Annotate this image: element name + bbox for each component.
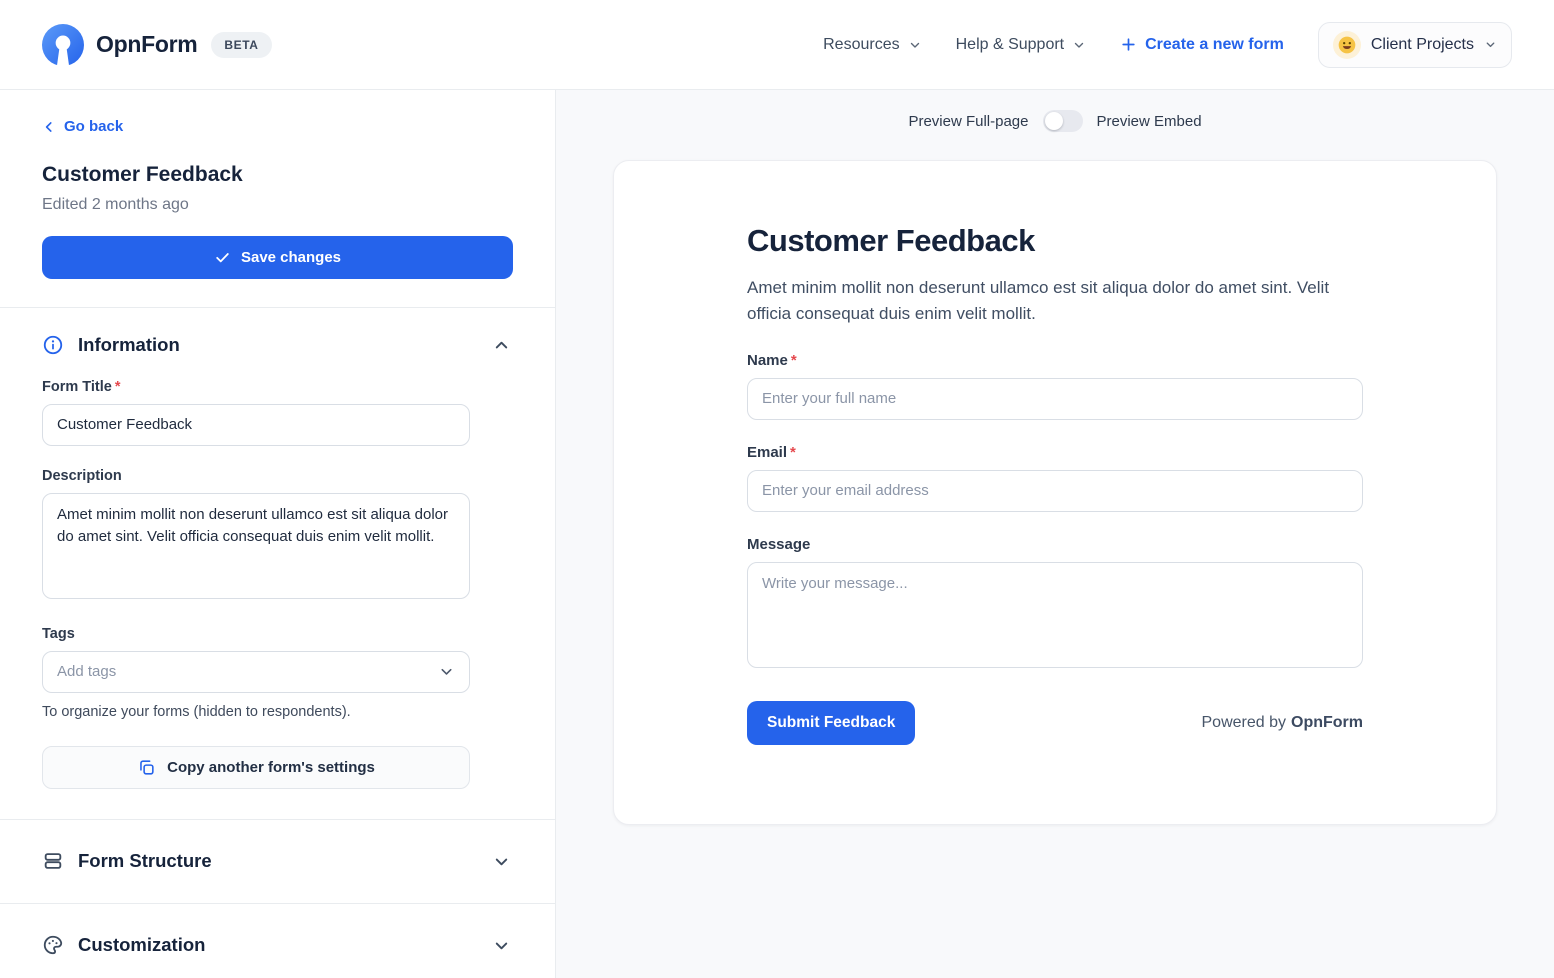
- powered-by-branding: Powered by OpnForm: [1201, 713, 1364, 731]
- preview-mode-row: Preview Full-page Preview Embed: [556, 110, 1554, 132]
- chevron-down-icon: [908, 38, 922, 52]
- name-label: Name *: [747, 351, 797, 369]
- beta-badge: BETA: [211, 31, 272, 58]
- tags-label: Tags: [42, 625, 75, 642]
- email-input[interactable]: [747, 469, 1363, 512]
- help-support-menu[interactable]: Help & Support: [956, 36, 1087, 54]
- brand-group[interactable]: OpnForm BETA: [42, 23, 272, 66]
- opnform-logo-icon: [42, 23, 84, 66]
- divider: [0, 902, 555, 904]
- palette-icon: [42, 934, 64, 956]
- info-icon: [42, 334, 64, 356]
- submit-feedback-button[interactable]: Submit Feedback: [747, 700, 916, 745]
- required-asterisk: *: [790, 443, 796, 461]
- tags-placeholder: Add tags: [57, 663, 117, 680]
- chevron-down-icon: [492, 852, 511, 871]
- plus-icon: [1120, 36, 1137, 53]
- chevron-down-icon: [1484, 38, 1497, 51]
- divider: [0, 306, 555, 308]
- header-nav: Resources Help & Support Create a new fo…: [823, 21, 1512, 68]
- chevron-down-icon: [492, 936, 511, 955]
- resources-menu[interactable]: Resources: [823, 36, 921, 54]
- form-title-input[interactable]: [42, 403, 470, 446]
- name-field: Name *: [747, 352, 1363, 420]
- form-title-field: Form Title *: [42, 379, 513, 446]
- email-field: Email *: [747, 444, 1363, 512]
- collapse-section-button[interactable]: [490, 334, 513, 357]
- message-field: Message: [747, 536, 1363, 673]
- information-section-header[interactable]: Information: [42, 334, 513, 357]
- tags-field: Tags Add tags To organize your forms (hi…: [42, 626, 513, 720]
- preview-area: Preview Full-page Preview Embed Customer…: [556, 90, 1554, 978]
- form-structure-section-header[interactable]: Form Structure: [0, 820, 555, 903]
- go-back-link[interactable]: Go back: [42, 118, 123, 135]
- expand-section-button[interactable]: [490, 850, 513, 873]
- preview-mode-toggle[interactable]: [1042, 110, 1083, 132]
- form-title: Customer Feedback: [747, 223, 1035, 258]
- tags-help-text: To organize your forms (hidden to respon…: [42, 703, 351, 720]
- required-asterisk: *: [114, 378, 121, 395]
- app-header: OpnForm BETA Resources Help & Support Cr…: [0, 0, 1554, 90]
- page-title: Customer Feedback: [42, 162, 243, 186]
- expand-section-button[interactable]: [490, 934, 513, 957]
- copy-settings-button[interactable]: Copy another form's settings: [42, 745, 470, 789]
- rows-icon: [42, 850, 64, 872]
- preview-fullpage-label: Preview Full-page: [908, 112, 1029, 130]
- information-section: Information Form Title* Description Amet…: [0, 308, 555, 819]
- last-edited-text: Edited 2 months ago: [42, 195, 189, 213]
- message-input[interactable]: [747, 561, 1363, 668]
- create-form-button[interactable]: Create a new form: [1120, 36, 1284, 54]
- message-label: Message: [747, 535, 811, 553]
- description-label: Description: [42, 467, 122, 484]
- tags-select[interactable]: Add tags: [42, 650, 470, 693]
- toggle-knob: [1044, 112, 1063, 130]
- email-label: Email *: [747, 443, 796, 461]
- description-input[interactable]: Amet minim mollit non deserunt ullamco e…: [42, 492, 470, 599]
- chevron-down-icon: [1072, 38, 1086, 52]
- name-input[interactable]: [747, 377, 1363, 420]
- check-icon: [214, 249, 231, 266]
- chevron-down-icon: [438, 663, 455, 680]
- description-field: Description Amet minim mollit non deseru…: [42, 468, 513, 604]
- brand-name: OpnForm: [96, 31, 198, 57]
- preview-embed-label: Preview Embed: [1096, 112, 1202, 130]
- chevron-left-icon: [42, 120, 56, 134]
- workspace-selector[interactable]: Client Projects: [1317, 21, 1512, 68]
- form-title-label: Form Title *: [42, 378, 121, 395]
- save-changes-button[interactable]: Save changes: [42, 235, 513, 279]
- chevron-up-icon: [492, 336, 511, 355]
- settings-sidebar: Go back Customer Feedback Edited 2 month…: [0, 90, 556, 978]
- form-description: Amet minim mollit non deserunt ullamco e…: [747, 278, 1330, 324]
- required-asterisk: *: [790, 351, 797, 369]
- copy-icon: [137, 758, 156, 777]
- form-preview-card: Customer Feedback Amet minim mollit non …: [613, 160, 1497, 825]
- customization-section-header[interactable]: Customization: [0, 904, 555, 978]
- divider: [0, 818, 555, 820]
- workspace-avatar: [1332, 30, 1361, 59]
